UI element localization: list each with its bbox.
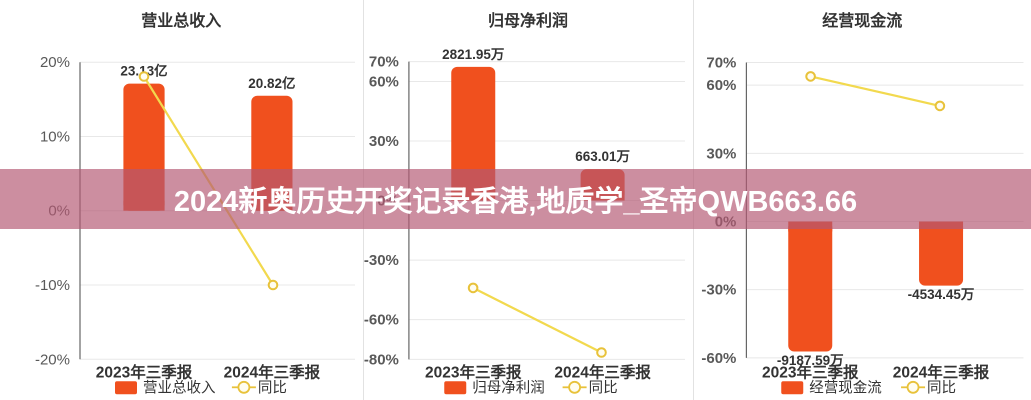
svg-text:60%: 60% — [368, 73, 398, 90]
svg-text:经营现金流: 经营现金流 — [809, 379, 882, 396]
svg-text:10%: 10% — [40, 128, 70, 145]
svg-text:同比: 同比 — [588, 379, 617, 396]
svg-text:-4534.45万: -4534.45万 — [907, 287, 974, 302]
svg-text:2024年三季报: 2024年三季报 — [892, 362, 989, 381]
svg-text:70%: 70% — [706, 54, 736, 71]
svg-text:2024年三季报: 2024年三季报 — [554, 362, 651, 381]
svg-text:2023年三季报: 2023年三季报 — [425, 362, 522, 381]
svg-text:2023年三季报: 2023年三季报 — [762, 362, 859, 381]
svg-text:2024年三季报: 2024年三季报 — [224, 362, 321, 381]
svg-text:营业总收入: 营业总收入 — [141, 11, 221, 30]
svg-text:同比: 同比 — [927, 379, 956, 396]
svg-text:663.01万: 663.01万 — [575, 149, 630, 164]
svg-text:70%: 70% — [368, 54, 398, 71]
svg-text:-60%: -60% — [363, 312, 398, 329]
svg-text:2023年三季报: 2023年三季报 — [96, 362, 193, 381]
svg-text:2821.95万: 2821.95万 — [442, 47, 504, 62]
svg-text:经营现金流: 经营现金流 — [822, 11, 902, 30]
svg-text:同比: 同比 — [258, 379, 287, 396]
svg-text:-60%: -60% — [701, 350, 736, 367]
svg-text:-20%: -20% — [35, 351, 70, 368]
svg-text:20.82亿: 20.82亿 — [248, 75, 295, 91]
svg-text:-80%: -80% — [363, 351, 398, 368]
svg-text:30%: 30% — [368, 133, 398, 150]
svg-text:-10%: -10% — [35, 277, 70, 294]
svg-text:归母净利润: 归母净利润 — [487, 11, 567, 30]
svg-text:-30%: -30% — [363, 252, 398, 269]
svg-text:归母净利润: 归母净利润 — [472, 379, 545, 396]
svg-text:-30%: -30% — [701, 282, 736, 299]
svg-text:20%: 20% — [40, 54, 70, 71]
svg-text:30%: 30% — [706, 145, 736, 162]
svg-text:营业总收入: 营业总收入 — [143, 379, 216, 396]
svg-text:60%: 60% — [706, 77, 736, 94]
